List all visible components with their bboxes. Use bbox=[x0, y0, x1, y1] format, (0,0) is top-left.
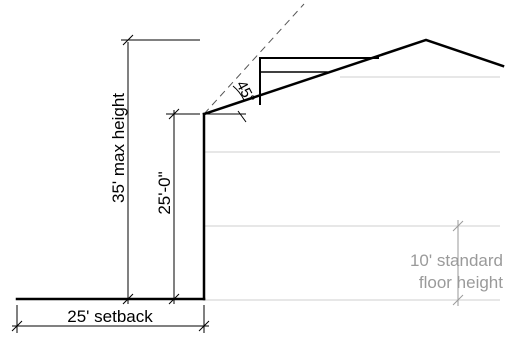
wall-height-bottom-tick bbox=[168, 293, 180, 305]
angle-tick bbox=[237, 110, 247, 123]
floor-height-dimension bbox=[452, 220, 464, 306]
setback-right-tick bbox=[198, 320, 210, 332]
floor-height-top-tick bbox=[452, 220, 464, 232]
floor-height-label-line1: 10' standard bbox=[410, 251, 503, 270]
max-height-label: 35' max height bbox=[109, 93, 128, 203]
angle-label: 45° bbox=[232, 78, 258, 106]
max-height-dimension bbox=[121, 34, 200, 305]
floor-height-label-line2: floor height bbox=[419, 273, 503, 292]
roof-line bbox=[202, 38, 505, 116]
dormer bbox=[259, 57, 379, 105]
setback-dimension bbox=[11, 305, 210, 333]
building-outline bbox=[15, 38, 505, 301]
angle-arc bbox=[232, 85, 245, 101]
max-height-bottom-tick bbox=[122, 293, 134, 305]
wall-height-dimension bbox=[166, 108, 200, 305]
floor-height-bottom-tick bbox=[452, 294, 464, 306]
max-height-top-tick bbox=[122, 34, 134, 46]
floor-lines bbox=[204, 76, 500, 301]
setback-left-tick bbox=[11, 320, 23, 332]
setback-label: 25' setback bbox=[67, 307, 153, 326]
wall-height-top-tick bbox=[168, 108, 180, 120]
sky-plane-dashed-line bbox=[203, 3, 305, 115]
wall-height-label: 25'-0" bbox=[155, 171, 174, 214]
